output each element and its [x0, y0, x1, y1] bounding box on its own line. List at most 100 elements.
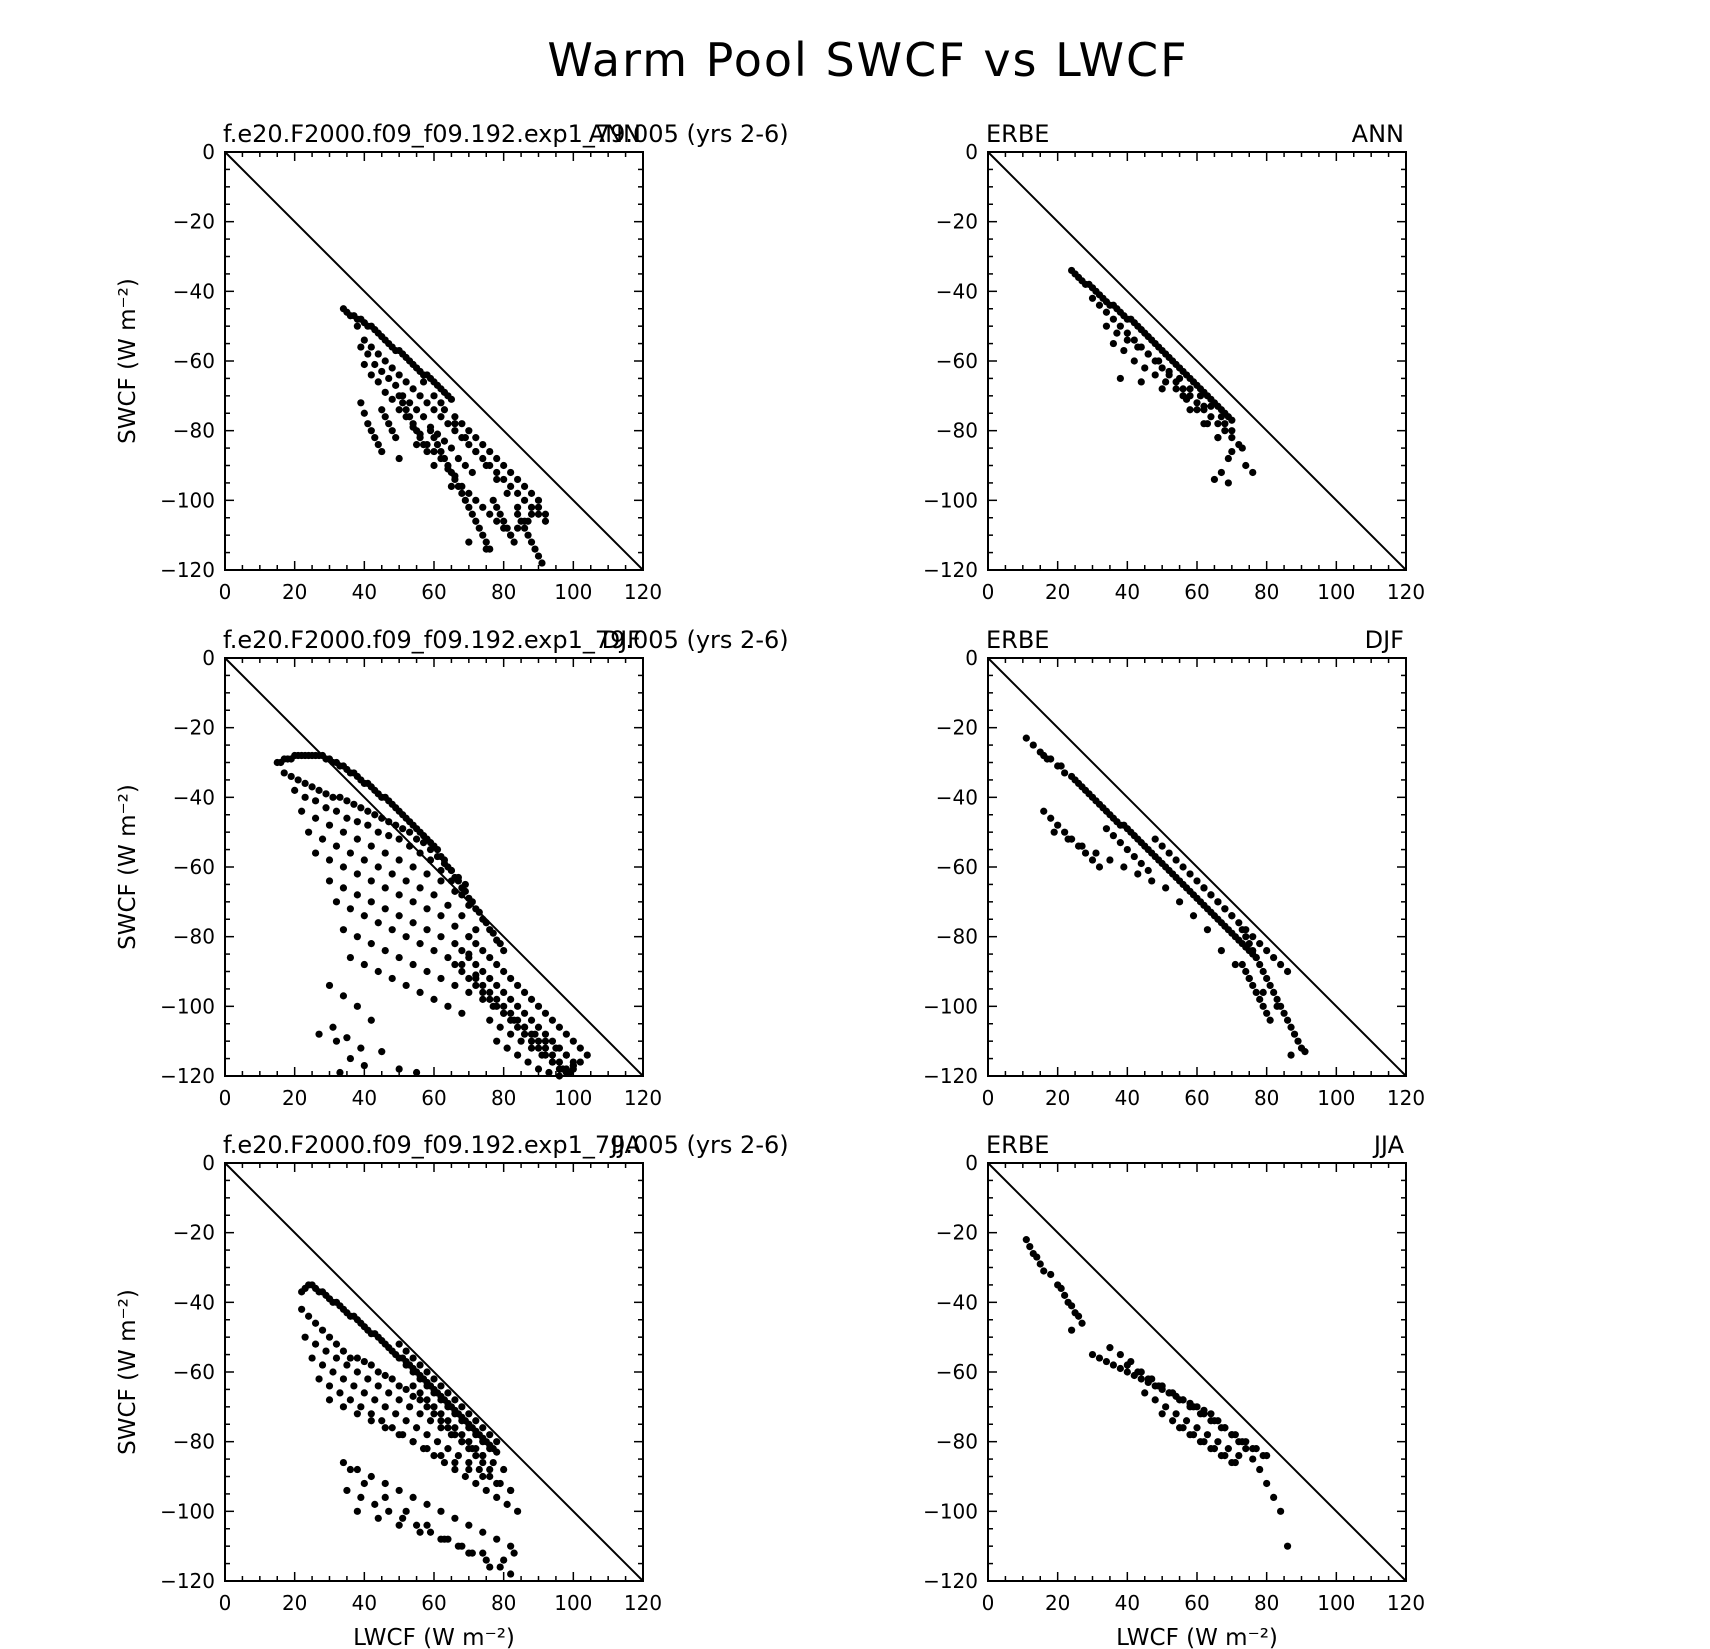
data-point [479, 441, 487, 449]
data-point [458, 947, 466, 955]
data-point [430, 1389, 438, 1397]
data-point [1088, 1350, 1097, 1359]
data-point [367, 1472, 375, 1481]
data-point [416, 1410, 424, 1418]
data-point [500, 1002, 508, 1010]
data-point [332, 1354, 341, 1362]
y-tick-label: −20 [936, 210, 978, 234]
data-point [350, 1382, 358, 1390]
y-tick-label: −20 [936, 716, 978, 740]
x-tick-label: 80 [1254, 1591, 1279, 1615]
data-point [409, 1354, 417, 1362]
data-point [1203, 926, 1212, 934]
y-tick-label: −40 [173, 1290, 215, 1314]
data-point [325, 981, 334, 990]
data-point [426, 845, 435, 854]
data-point [524, 1058, 532, 1066]
data-point [1068, 1302, 1076, 1310]
data-point [1238, 1438, 1246, 1446]
data-point [520, 1030, 529, 1038]
data-point [357, 399, 365, 407]
y-tick-label: −80 [936, 1430, 978, 1454]
data-point [1256, 1465, 1264, 1474]
figure-title: Warm Pool SWCF vs LWCF [547, 33, 1188, 87]
data-point [1235, 919, 1243, 927]
data-point [381, 1371, 389, 1380]
data-point [416, 434, 424, 442]
data-point [437, 1452, 445, 1460]
data-point [298, 1305, 306, 1313]
data-point [472, 926, 480, 934]
data-point [486, 953, 494, 962]
data-point [1242, 461, 1250, 470]
data-point [1200, 884, 1208, 892]
data-point [1290, 1030, 1299, 1038]
data-point [437, 447, 445, 456]
data-point [385, 1507, 393, 1515]
data-point [451, 922, 459, 930]
data-point [534, 1044, 543, 1052]
x-tick-label: 0 [982, 1086, 995, 1110]
data-point [322, 804, 330, 812]
x-tick-label: 100 [1317, 1086, 1355, 1110]
data-point [465, 974, 473, 983]
x-tick-label: 120 [624, 1591, 662, 1615]
y-tick-label: −100 [923, 1499, 978, 1523]
data-point [541, 1009, 550, 1017]
data-point [447, 395, 456, 403]
data-point [458, 967, 466, 976]
y-axis-label: SWCF (W m⁻²) [115, 1289, 141, 1455]
data-point [1203, 1431, 1212, 1439]
data-point [385, 420, 393, 428]
y-tick-label: 0 [202, 140, 215, 164]
data-point [541, 517, 550, 525]
season-label: DJF [602, 626, 641, 654]
data-point [479, 1528, 487, 1536]
x-tick-label: 40 [352, 1591, 377, 1615]
data-point [423, 967, 431, 976]
data-point [423, 1445, 431, 1453]
data-point [412, 427, 421, 435]
data-point [311, 814, 320, 822]
data-point [458, 912, 466, 920]
data-point [440, 437, 449, 445]
panel-model-djf: 0 20 40 60 80 100 120 0 −20 −40 −60 −80 −100 −120 f.e2… [115, 626, 789, 1110]
data-point [1228, 447, 1236, 456]
data-point [318, 1326, 327, 1334]
data-point [1238, 444, 1246, 452]
data-point [444, 953, 452, 962]
data-point [388, 364, 396, 372]
data-point [423, 1403, 431, 1411]
x-tick-label: 0 [219, 580, 232, 604]
data-point [1249, 933, 1257, 941]
scatter-points [1022, 1236, 1292, 1550]
data-point [486, 995, 494, 1003]
y-tick-label: −40 [936, 279, 978, 303]
data-point [493, 517, 501, 525]
data-point [325, 821, 334, 829]
data-point [1074, 1312, 1083, 1320]
data-point [1245, 940, 1253, 948]
data-point [353, 1410, 361, 1418]
data-point [444, 1002, 452, 1010]
data-point [507, 531, 515, 539]
data-point [423, 926, 431, 934]
data-point [1301, 1048, 1309, 1056]
data-point [426, 1417, 435, 1425]
reference-line [224, 1162, 644, 1582]
data-point [527, 538, 536, 546]
data-point [332, 842, 341, 850]
data-point [1263, 1009, 1271, 1017]
data-point [409, 863, 417, 871]
data-point [1123, 329, 1131, 337]
data-point [325, 1396, 334, 1404]
scatter-points [1022, 734, 1309, 1059]
data-point [1134, 343, 1142, 351]
data-point [569, 1061, 577, 1070]
data-point [1081, 849, 1090, 857]
data-point [493, 981, 501, 990]
data-point [1040, 1267, 1048, 1275]
data-point [378, 1417, 386, 1425]
data-point [1022, 734, 1030, 742]
data-point [437, 1382, 445, 1390]
